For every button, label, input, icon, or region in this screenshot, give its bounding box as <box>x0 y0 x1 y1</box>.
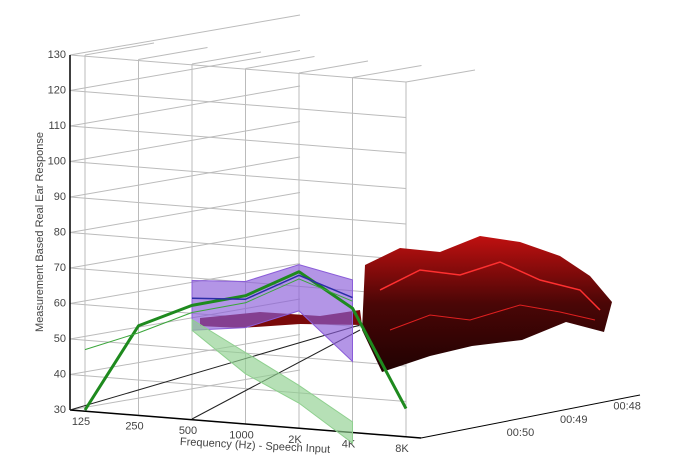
y-tick-label: 100 <box>48 155 66 167</box>
x-tick-label: 8K <box>395 443 409 455</box>
x-axis <box>69 409 422 439</box>
y-tick-label: 30 <box>54 404 66 416</box>
x-tick-label: 125 <box>72 416 90 428</box>
z-tick-label: 00:50 <box>507 427 535 439</box>
surface <box>362 236 612 372</box>
plot <box>83 264 408 445</box>
grid-line <box>69 50 301 91</box>
y-tick-label: 110 <box>48 120 66 132</box>
grid-line <box>298 60 369 74</box>
grid-line <box>69 121 301 162</box>
y-tick-label: 90 <box>54 191 66 203</box>
x-tick-label: 500 <box>179 425 197 437</box>
x-tick-label: 250 <box>125 420 143 432</box>
grid-line <box>69 14 301 56</box>
grid-line <box>69 90 407 118</box>
series-line <box>84 278 353 351</box>
grid: 30 40 50 60 70 80 90 100 110 120 130 125 250 500 1000 2… <box>48 14 641 455</box>
y-tick-label: 70 <box>54 262 66 274</box>
z-axis <box>420 394 641 439</box>
y-tick-label: 40 <box>54 368 66 380</box>
grid-line <box>69 374 407 402</box>
grid-line <box>69 227 301 269</box>
series-line <box>83 270 408 411</box>
grid-line <box>69 263 301 304</box>
surface-ridge <box>379 261 601 311</box>
grid-line <box>405 69 476 83</box>
series-line <box>191 274 353 300</box>
x-axis-label: Frequency (Hz) - Speech Input <box>180 436 331 456</box>
grid-line <box>138 47 208 60</box>
y-tick-label: 50 <box>54 333 66 345</box>
grid-line <box>69 161 407 189</box>
grid-line <box>69 192 301 233</box>
grid-line <box>245 56 315 69</box>
y-tick-label: 120 <box>48 84 66 96</box>
band <box>191 264 353 363</box>
grid-line <box>84 42 155 56</box>
grid-line <box>352 65 422 78</box>
y-tick-label: 80 <box>54 226 66 238</box>
grid-line <box>69 334 301 375</box>
grid-line <box>69 85 301 127</box>
z-tick-label: 00:48 <box>613 401 641 413</box>
grid-line <box>69 232 407 260</box>
surface-ridge <box>389 304 596 331</box>
grid-line <box>69 196 407 225</box>
grid-line <box>69 156 301 198</box>
y-tick-label: 60 <box>54 297 66 309</box>
x-tick-label: 1000 <box>229 429 253 441</box>
perspective-line <box>69 324 361 411</box>
x-tick-label: 2K <box>288 434 302 446</box>
y-axis-label: Measurement Based Real Ear Response <box>34 132 46 332</box>
grid-line <box>191 51 262 65</box>
band <box>191 318 353 445</box>
grid-line <box>69 54 407 83</box>
z-tick-label: 00:49 <box>560 414 588 426</box>
x-label-wrap: Frequency (Hz) - Speech Input <box>180 436 331 456</box>
y-tick-label: 130 <box>48 49 66 61</box>
grid-line <box>69 125 407 154</box>
y-label-wrap: Measurement Based Real Ear Response <box>34 132 46 332</box>
